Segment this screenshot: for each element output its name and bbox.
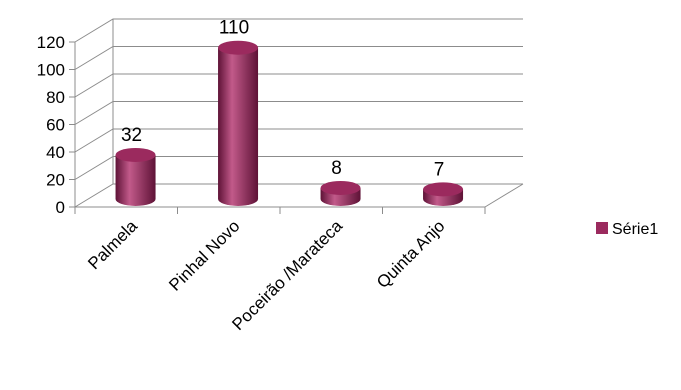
legend-swatch: [596, 222, 608, 234]
y-tick-label: 120: [37, 33, 65, 52]
data-label: 7: [434, 159, 445, 180]
category-label: Pinhal Novo: [165, 216, 243, 294]
y-tick-label: 60: [46, 116, 65, 135]
gridline: [74, 18, 523, 43]
bar: [320, 180, 361, 206]
bar: [423, 182, 464, 206]
y-axis-ticks: 0 20 40 60 80 100 120: [37, 33, 75, 217]
y-tick-label: 0: [56, 198, 65, 217]
bar: [115, 147, 156, 206]
gridline: [74, 46, 523, 70]
bars: [115, 40, 464, 206]
y-tick-label: 80: [46, 88, 65, 107]
x-axis-ticks: [74, 207, 486, 214]
data-label: 110: [219, 18, 249, 39]
bar-body: [115, 154, 156, 206]
legend-label-serie1: Série1: [612, 221, 658, 238]
legend: Série1: [596, 221, 658, 238]
category-label: Poceirão /Marateca: [228, 216, 346, 334]
bar-top: [218, 40, 259, 55]
gridline: [74, 101, 523, 125]
data-labels: 32 110 8 7: [121, 18, 444, 181]
bar-body: [218, 47, 259, 206]
bar-top: [423, 182, 464, 197]
floor-right-edge: [484, 183, 524, 208]
gridline: [74, 73, 523, 98]
data-label: 8: [331, 158, 342, 179]
bar: [218, 40, 259, 206]
y-tick-label: 20: [46, 171, 65, 190]
category-label: Palmela: [84, 216, 141, 273]
y-tick-label: 40: [46, 143, 65, 162]
y-tick-label: 100: [37, 61, 65, 80]
category-label: Quinta Anjo: [373, 216, 449, 292]
data-label: 32: [121, 125, 142, 146]
bar-top: [115, 147, 156, 162]
bar-top: [320, 180, 361, 195]
